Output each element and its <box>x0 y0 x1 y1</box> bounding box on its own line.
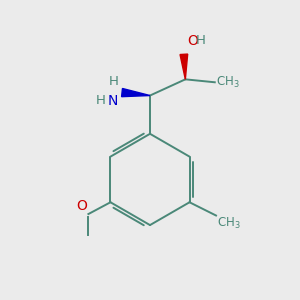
Text: CH$_3$: CH$_3$ <box>218 216 241 232</box>
Text: N: N <box>108 94 119 108</box>
Polygon shape <box>122 88 150 97</box>
Text: CH$_3$: CH$_3$ <box>216 75 240 90</box>
Text: O: O <box>76 199 87 213</box>
Text: O: O <box>187 34 198 48</box>
Text: H: H <box>108 75 118 88</box>
Polygon shape <box>180 54 188 79</box>
Text: H: H <box>95 94 105 107</box>
Text: H: H <box>196 34 206 47</box>
